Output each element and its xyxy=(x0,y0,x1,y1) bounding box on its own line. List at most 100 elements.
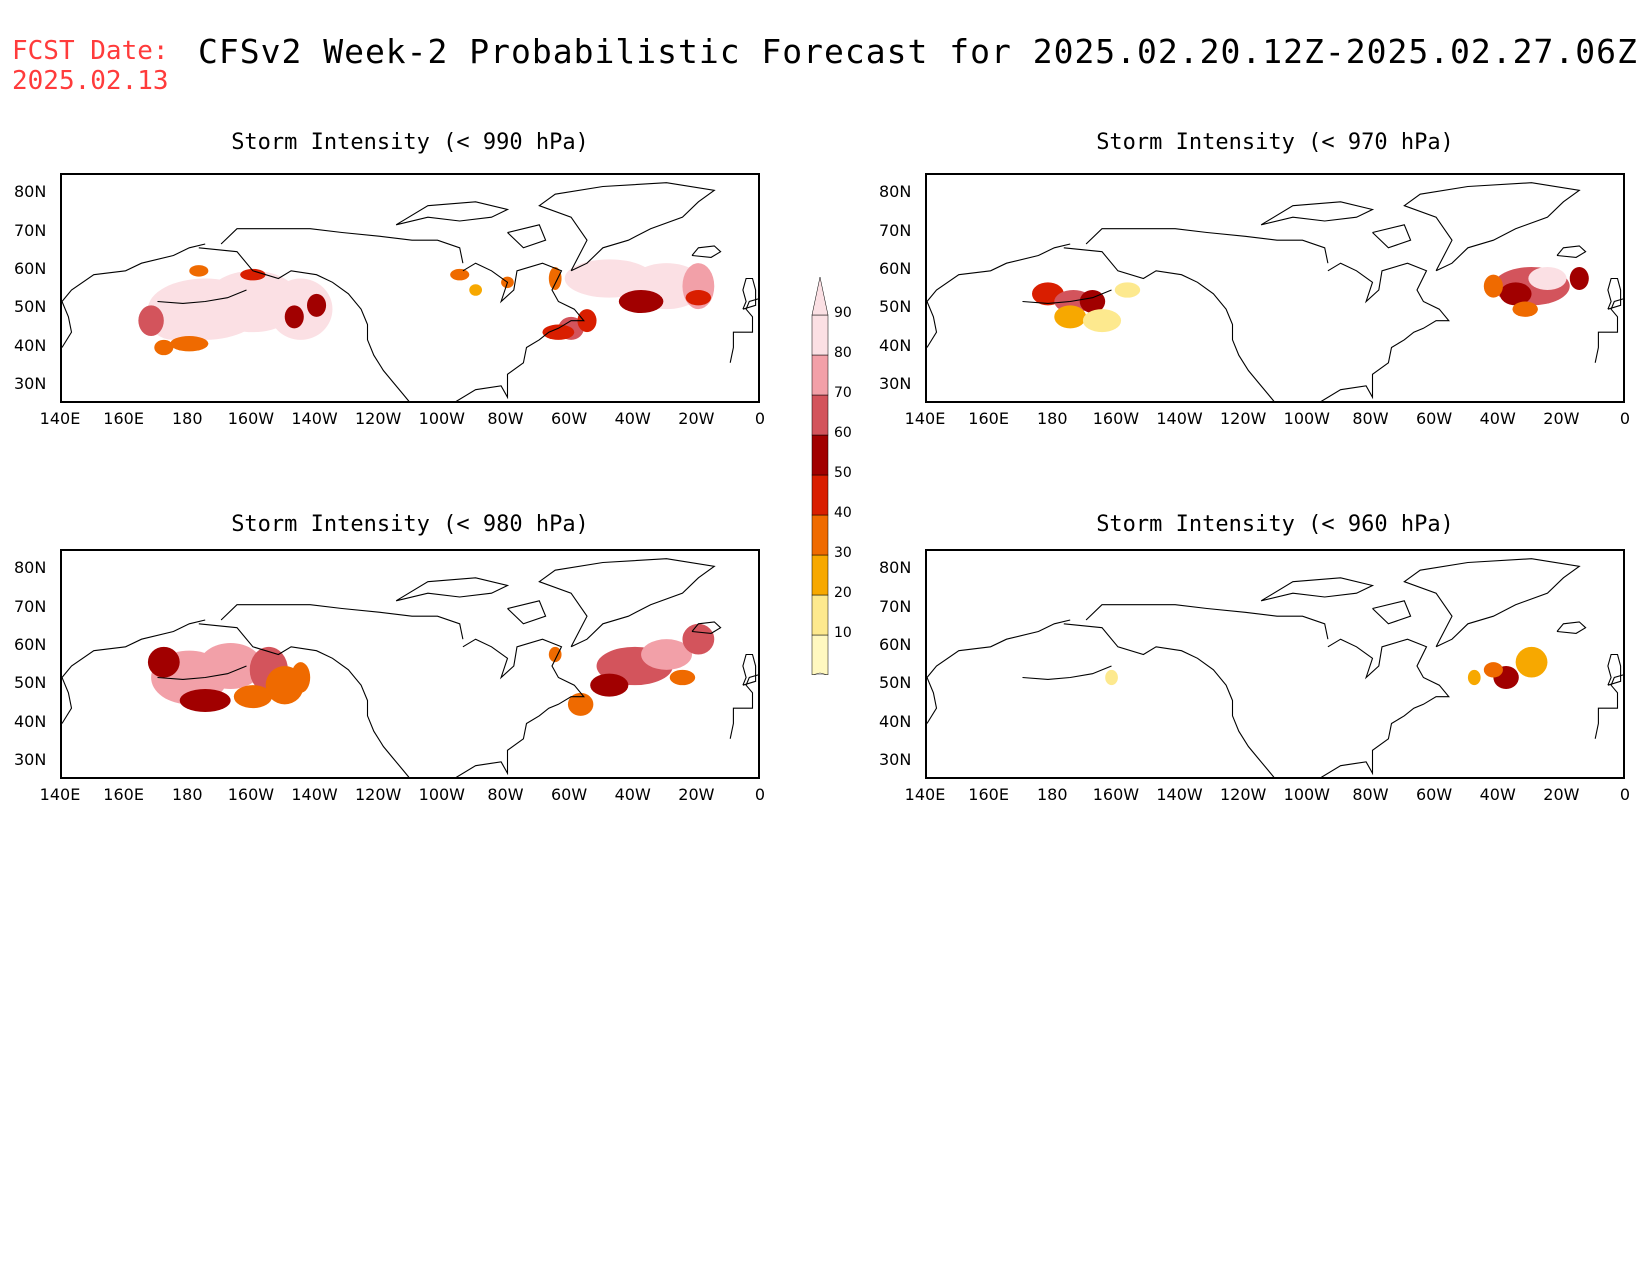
colorbar-tick-label: 40 xyxy=(834,505,852,521)
coastline xyxy=(691,245,722,258)
colorbar-arrow-top xyxy=(811,276,829,316)
colorbar-tick-label: 90 xyxy=(834,305,852,321)
lat-tick-label: 70N xyxy=(14,220,47,240)
lon-tick-label: 80W xyxy=(487,409,524,428)
colorbar-swatch xyxy=(811,474,829,516)
coastline xyxy=(1085,604,1329,640)
coastline xyxy=(1063,247,1275,401)
map-canvas xyxy=(927,182,1623,401)
lon-tick-label: 0 xyxy=(1619,785,1631,804)
probability-area xyxy=(179,689,231,712)
colorbar-tick-label: 80 xyxy=(834,345,852,361)
coastline xyxy=(1022,665,1112,680)
probability-area xyxy=(1105,669,1118,686)
coastline xyxy=(1372,224,1412,249)
probability-area xyxy=(685,290,712,306)
lat-tick-label: 30N xyxy=(14,749,47,769)
lon-tick-label: 60W xyxy=(550,409,588,428)
probability-area xyxy=(1569,267,1589,290)
probability-area xyxy=(548,267,562,290)
probability-area xyxy=(138,305,164,336)
coastline xyxy=(538,558,716,648)
colorbar-swatch xyxy=(811,314,829,356)
map-panel-980 xyxy=(60,549,760,779)
lon-tick-label: 20W xyxy=(1543,785,1580,804)
coastline xyxy=(455,262,585,401)
coastline xyxy=(742,653,757,686)
probability-area xyxy=(1512,301,1538,317)
probability-area xyxy=(189,265,209,277)
lat-tick-label: 60N xyxy=(14,258,47,278)
lat-tick-label: 50N xyxy=(879,297,912,317)
lat-tick-label: 30N xyxy=(879,749,912,769)
colorbar-swatch xyxy=(811,514,829,556)
colorbar-swatch xyxy=(811,594,829,636)
probability-area xyxy=(469,284,482,296)
colorbar-tick-label: 70 xyxy=(834,385,852,401)
probability-area xyxy=(548,646,562,663)
probability-area xyxy=(542,324,575,340)
lon-tick-label: 20W xyxy=(1543,409,1580,428)
coastline xyxy=(927,243,1071,348)
lat-tick-label: 80N xyxy=(879,182,912,202)
map-canvas xyxy=(62,182,758,401)
lon-tick-label: 0 xyxy=(754,409,766,428)
lon-tick-label: 140W xyxy=(1156,409,1203,428)
lon-tick-label: 20W xyxy=(678,409,715,428)
lon-tick-label: 40W xyxy=(1479,785,1516,804)
coastline xyxy=(62,619,206,724)
coastline xyxy=(455,638,585,777)
coastline xyxy=(1556,621,1587,634)
page-title: CFSv2 Week-2 Probabilistic Forecast for … xyxy=(198,32,1638,71)
lon-tick-label: 160W xyxy=(227,409,275,428)
coastline xyxy=(1594,674,1623,739)
colorbar-legend: 10 20 30 40 50 60 70 80 90 xyxy=(810,275,852,679)
lon-tick-label: 180 xyxy=(171,409,203,428)
colorbar-bar xyxy=(811,276,829,676)
lon-tick-label: 120W xyxy=(1219,409,1267,428)
probability-area xyxy=(1114,282,1141,298)
lon-tick-label: 140W xyxy=(291,409,338,428)
lon-tick-label: 40W xyxy=(1479,409,1516,428)
lon-tick-label: 80W xyxy=(1352,409,1389,428)
coastline xyxy=(1607,653,1622,686)
lat-tick-label: 40N xyxy=(879,711,912,731)
probability-area xyxy=(198,643,263,689)
probability-area xyxy=(577,309,597,333)
lon-tick-label: 140E xyxy=(904,785,946,804)
coastline xyxy=(198,623,410,777)
lon-tick-label: 40W xyxy=(614,785,651,804)
lon-tick-label: 140E xyxy=(39,785,81,804)
fcst-date-value: 2025.02.13 xyxy=(12,66,169,96)
coastline xyxy=(1260,577,1375,602)
coastline xyxy=(220,228,464,264)
probability-area xyxy=(618,290,664,313)
lat-tick-label: 40N xyxy=(879,335,912,355)
lat-tick-label: 40N xyxy=(14,711,47,731)
colorbar-swatch xyxy=(811,394,829,436)
lat-tick-label: 40N xyxy=(14,335,47,355)
lat-tick-label: 30N xyxy=(14,373,47,393)
lon-tick-label: 140E xyxy=(39,409,81,428)
lon-tick-label: 0 xyxy=(754,785,766,804)
lat-tick-label: 80N xyxy=(879,558,912,578)
panel-title-990: Storm Intensity (< 990 hPa) xyxy=(231,130,589,155)
probability-area xyxy=(567,692,594,716)
lat-tick-label: 50N xyxy=(879,673,912,693)
forecast-date-label: FCST Date: 2025.02.13 xyxy=(12,36,169,96)
coastline xyxy=(507,224,547,249)
probability-area xyxy=(450,268,470,281)
coastline xyxy=(507,600,547,625)
coastline xyxy=(1594,298,1623,363)
lon-tick-label: 0 xyxy=(1619,409,1631,428)
colorbar-tick-label: 50 xyxy=(834,465,852,481)
lon-tick-label: 180 xyxy=(171,785,203,804)
probability-area xyxy=(1528,267,1567,290)
lon-tick-label: 100W xyxy=(418,785,465,804)
lon-tick-label: 120W xyxy=(1219,785,1267,804)
colorbar-swatch xyxy=(811,634,829,676)
lon-tick-label: 160W xyxy=(1092,409,1140,428)
coastline xyxy=(729,298,758,363)
lat-tick-label: 60N xyxy=(879,634,912,654)
probability-area xyxy=(307,293,327,317)
